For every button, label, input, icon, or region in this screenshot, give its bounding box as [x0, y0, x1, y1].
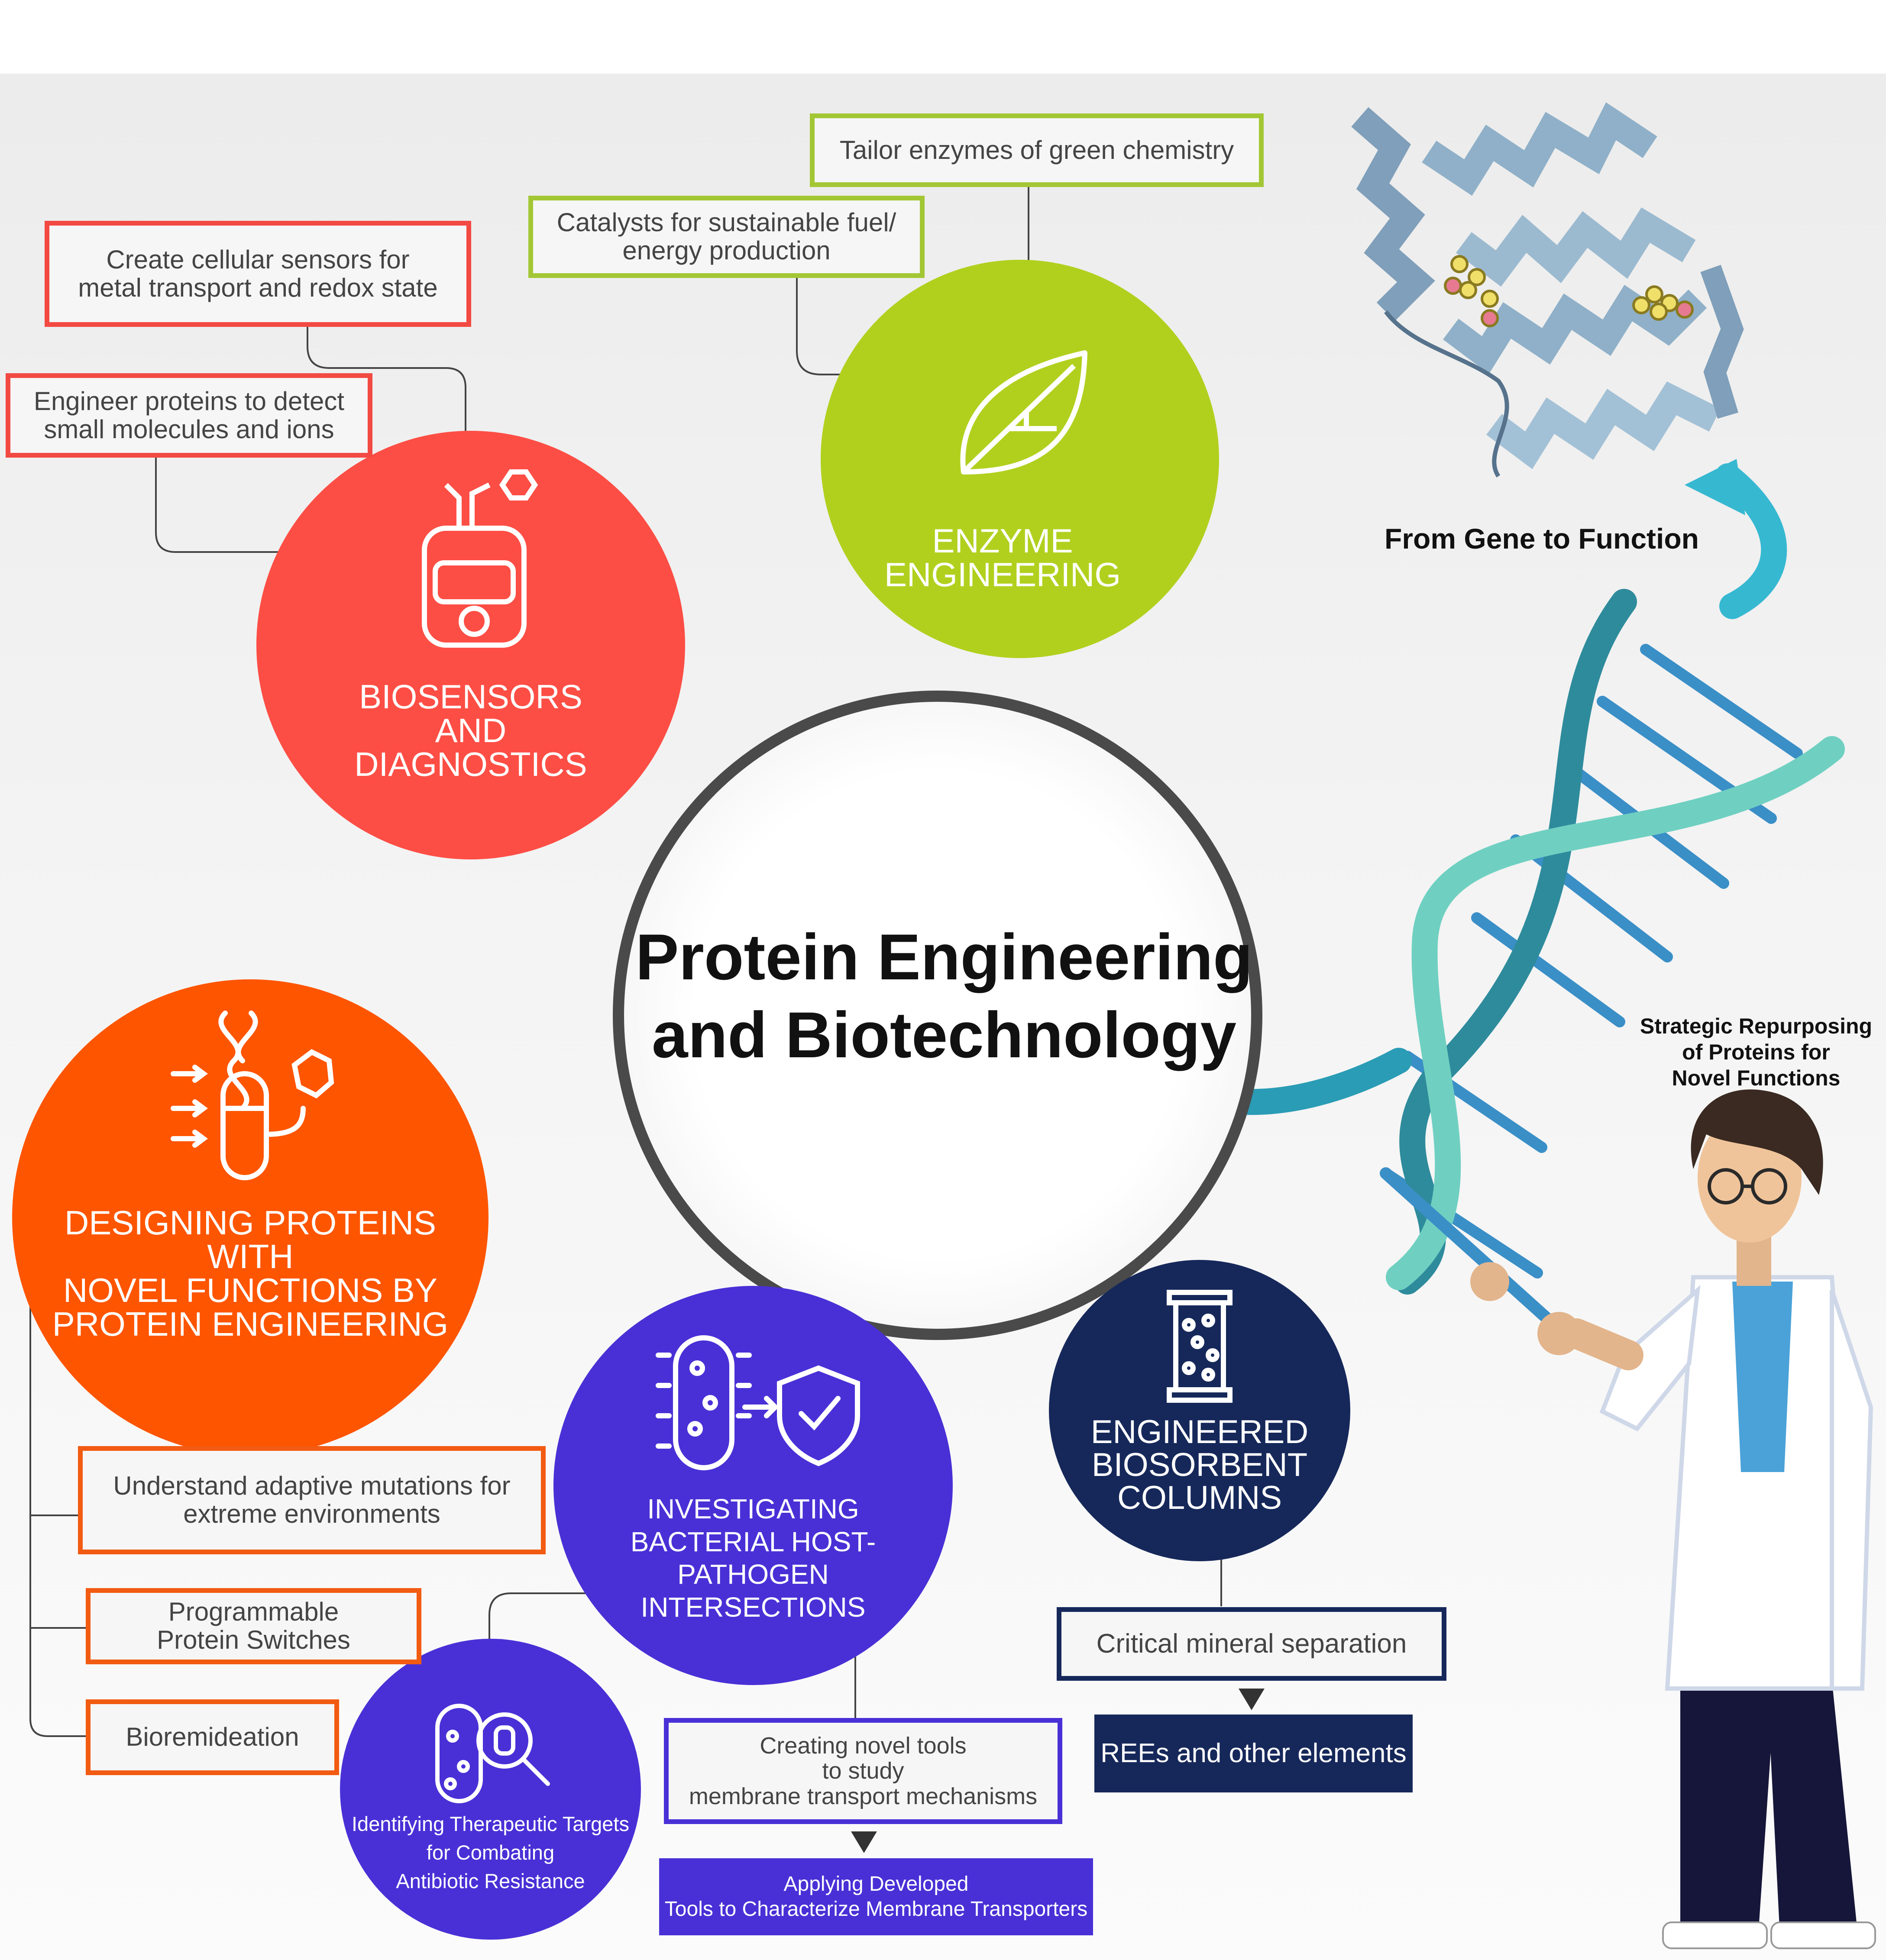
- box-mineral-separation: Critical mineral separation: [1057, 1607, 1446, 1681]
- scientist-illustration: [1380, 1089, 1876, 1949]
- box-adaptive-mutations: Understand adaptive mutations for extrem…: [78, 1446, 546, 1554]
- box-catalysts: Catalysts for sustainable fuel/ energy p…: [528, 196, 925, 278]
- down-arrow-icon: [851, 1831, 877, 1853]
- enzyme-title: ENZYME ENGINEERING: [884, 522, 1121, 594]
- box-bioremediation: Bioremideation: [86, 1699, 339, 1775]
- box-applying-tools: Applying Developed Tools to Characterize…: [659, 1858, 1093, 1935]
- curved-arrow-icon: [1685, 459, 1787, 619]
- designing-circle: [12, 979, 488, 1456]
- box-cellular-sensors: Create cellular sensors for metal transp…: [45, 221, 471, 327]
- identifying-circle: [340, 1639, 641, 1940]
- enzyme-circle: [821, 260, 1219, 658]
- protein-structure-icon: [1351, 102, 1744, 478]
- box-protein-switches: Programmable Protein Switches: [86, 1588, 421, 1664]
- designing-title: DESIGNING PROTEINS WITH NOVEL FUNCTIONS …: [52, 1204, 449, 1343]
- connector-line: [488, 1592, 619, 1663]
- box-rees: REEs and other elements: [1094, 1715, 1413, 1792]
- box-detect-molecules: Engineer proteins to detect small molecu…: [6, 373, 372, 458]
- down-arrow-icon: [1239, 1689, 1265, 1710]
- biosorbent-circle: [1049, 1260, 1350, 1561]
- investigating-circle: [553, 1286, 953, 1685]
- biosensors-title: BIOSENSORS AND DIAGNOSTICS: [354, 678, 587, 783]
- connector-line: [155, 448, 303, 553]
- strategic-repurposing-label: Strategic Repurposing of Proteins for No…: [1640, 1014, 1873, 1090]
- connector-line: [796, 271, 873, 375]
- central-title: Protein Engineering and Biotechnology: [635, 920, 1253, 1071]
- box-tailor-enzymes: Tailor enzymes of green chemistry: [810, 113, 1264, 187]
- biosorbent-title: ENGINEERED BIOSORBENT COLUMNS: [1090, 1414, 1309, 1516]
- connector-line: [307, 325, 466, 459]
- box-novel-tools: Creating novel tools to study membrane t…: [664, 1718, 1062, 1824]
- investigating-title: INVESTIGATING BACTERIAL HOST-PATHOGEN IN…: [630, 1493, 876, 1623]
- gene-to-function-label: From Gene to Function: [1385, 523, 1699, 555]
- identifying-title: Identifying Therapeutic Targets for Comb…: [352, 1812, 629, 1892]
- connector-line: [29, 1264, 95, 1737]
